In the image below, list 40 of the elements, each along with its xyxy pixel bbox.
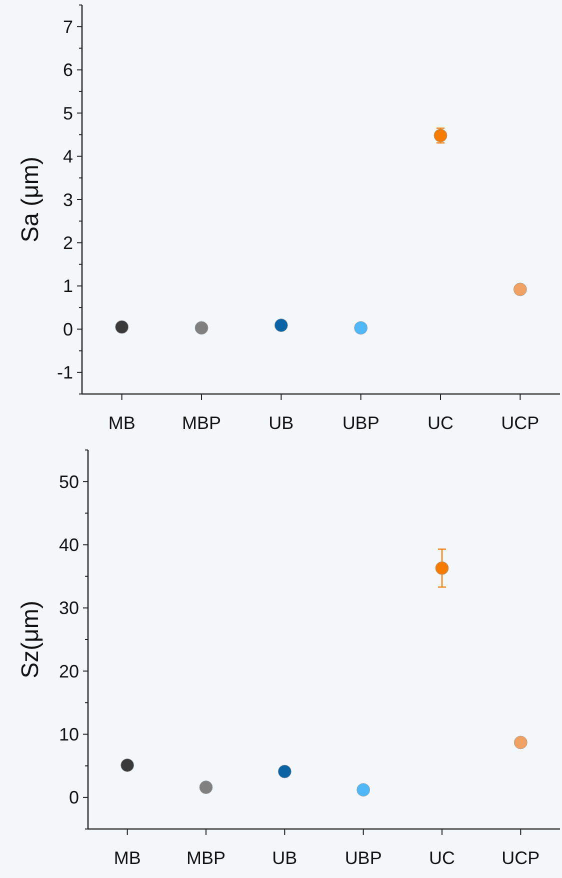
point [435, 561, 449, 575]
point [115, 320, 129, 334]
y-tick-label: 7 [62, 16, 73, 37]
y-tick-label: 0 [68, 788, 79, 808]
point [513, 282, 527, 296]
y-tick-label: 2 [62, 233, 73, 254]
y-tick-label: 0 [62, 319, 73, 340]
y-tick-label: 10 [58, 724, 79, 745]
y-tick-label: 40 [58, 535, 79, 556]
point [356, 783, 370, 797]
x-tick-label: UC [428, 413, 454, 433]
x-tick-label: UCP [501, 413, 540, 433]
x-tick-label: UCP [502, 848, 540, 868]
y-tick-label: 3 [62, 190, 73, 210]
y-axis-title: Sa (μm) [17, 156, 44, 242]
point [514, 736, 528, 750]
y-tick-label: 5 [62, 103, 73, 124]
y-tick-label: 30 [58, 598, 79, 618]
x-tick-label: MB [114, 848, 141, 868]
y-tick-label: 50 [58, 472, 79, 492]
point [120, 758, 134, 772]
y-tick-label: 6 [62, 60, 73, 80]
y-tick-label: 4 [62, 146, 73, 167]
point [278, 764, 292, 778]
x-tick-label: UBP [342, 413, 380, 433]
x-tick-label: MBP [186, 848, 226, 868]
point [194, 321, 208, 335]
x-tick-label: UBP [344, 848, 382, 868]
y-tick-label: -1 [56, 362, 73, 383]
x-tick-label: UB [268, 413, 294, 433]
y-axis-title: Sz(μm) [17, 600, 44, 678]
x-tick-label: UB [272, 848, 298, 868]
x-tick-label: MB [108, 413, 136, 433]
x-tick-label: UC [429, 848, 455, 868]
y-tick-label: 1 [62, 276, 73, 296]
point [274, 318, 288, 332]
x-tick-label: MBP [182, 413, 222, 433]
y-tick-label: 20 [58, 661, 79, 682]
point [354, 321, 368, 335]
point [199, 780, 213, 794]
